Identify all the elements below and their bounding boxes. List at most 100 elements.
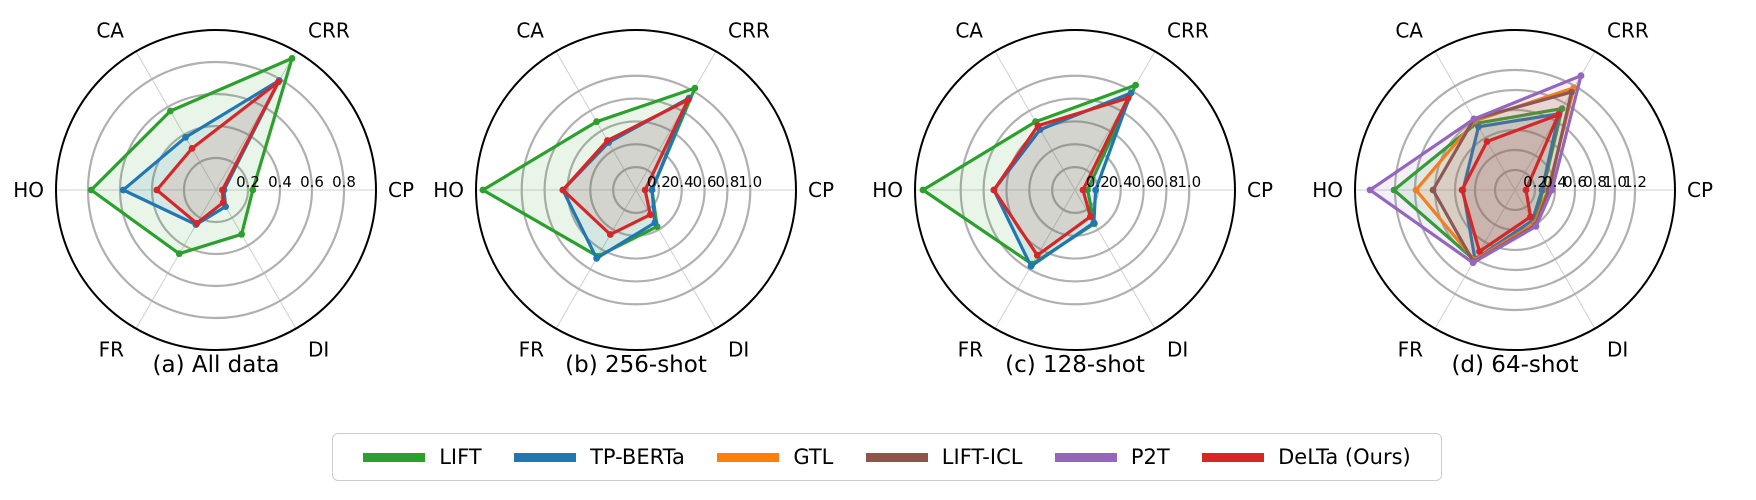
radial-tick-label: 1.2: [1623, 173, 1647, 191]
panel-caption: (a) All data: [153, 352, 280, 378]
category-label: DI: [1607, 337, 1628, 361]
spoke-line: [635, 51, 717, 191]
data-point: [604, 137, 611, 144]
data-point: [641, 186, 649, 194]
radar-panel: 0.2 0.4 0.6 0.8 CP CRR CA HO FR DI (a) All data: [13, 19, 414, 378]
series-fill: [1462, 114, 1559, 252]
legend-swatch-p2t: [1054, 452, 1117, 462]
grid-ring: [150, 124, 282, 256]
data-point: [1555, 111, 1562, 119]
data-point: [249, 186, 257, 194]
series-fill: [993, 98, 1129, 256]
spoke-line: [215, 189, 297, 329]
data-point: [593, 254, 600, 262]
category-label: CRR: [1607, 19, 1649, 43]
spoke-line: [215, 51, 297, 191]
legend-swatch-lift: [363, 452, 426, 462]
data-point: [1458, 186, 1466, 194]
data-point: [87, 186, 95, 194]
radial-tick-label: 1.0: [1603, 173, 1627, 191]
legend-item-p2t: P2T: [1054, 445, 1170, 469]
data-point: [1079, 186, 1087, 194]
data-point: [593, 118, 600, 126]
legend-label: P2T: [1130, 445, 1170, 469]
series-fill: [993, 93, 1131, 267]
data-point: [1577, 72, 1585, 80]
legend-swatch-lift-icl: [865, 452, 928, 462]
radial-tick-label: 0.8: [1583, 173, 1607, 191]
radial-tick-label: 0.2: [1086, 173, 1110, 191]
data-point: [1558, 105, 1566, 112]
radial-tick-label: 0.6: [1132, 173, 1156, 191]
legend-item-lift-icl: LIFT-ICL: [865, 445, 1023, 469]
category-label: CA: [955, 19, 983, 43]
series-fill: [123, 80, 280, 225]
data-point: [1527, 213, 1534, 221]
grid-ring: [182, 156, 250, 224]
panel-caption: (c) 128-shot: [1005, 352, 1145, 378]
radial-tick-label: 1.0: [1177, 173, 1201, 191]
series-fill: [482, 88, 695, 257]
data-point: [1390, 186, 1398, 194]
category-label: DI: [1167, 337, 1188, 361]
category-label: CA: [1395, 19, 1423, 43]
radial-tick-label: 1.0: [738, 173, 762, 191]
data-point: [1548, 186, 1556, 194]
data-point: [238, 230, 246, 238]
legend-item-gtl: GTL: [717, 445, 833, 469]
category-label: CP: [388, 178, 414, 202]
legend-swatch-gtl: [717, 452, 780, 462]
data-point: [1475, 123, 1482, 131]
data-point: [1124, 94, 1132, 102]
legend-swatch-tp-berta: [514, 452, 577, 462]
data-point: [1412, 186, 1420, 194]
legend-item-delta: DeLTa (Ours): [1202, 445, 1411, 469]
radial-tick-label: 0.8: [332, 173, 356, 191]
category-label: HO: [13, 178, 44, 202]
series-fill: [1463, 113, 1559, 260]
spoke-line: [994, 189, 1076, 329]
legend-label: LIFT-ICL: [941, 445, 1023, 469]
data-point: [648, 186, 656, 194]
radar-panel: 0.20.40.60.81.01.2 CP CRR CA HO FR DI (d) 64-sh…: [1312, 19, 1713, 378]
series-fill: [1416, 87, 1574, 261]
category-label: CA: [96, 19, 124, 43]
category-label: CRR: [1167, 19, 1209, 43]
data-point: [606, 231, 614, 238]
category-label: CRR: [728, 19, 770, 43]
data-point: [1366, 186, 1374, 194]
data-point: [684, 96, 692, 104]
category-label: DI: [728, 337, 749, 361]
legend-swatch-delta: [1202, 452, 1265, 462]
grid-ring: [543, 97, 729, 283]
category-label: HO: [433, 178, 464, 202]
data-point: [479, 186, 487, 194]
legend-item-lift: LIFT: [363, 445, 482, 469]
spoke-line: [1074, 51, 1156, 191]
legend-label: TP-BERTa: [590, 445, 685, 469]
panel-caption: (d) 64-shot: [1451, 352, 1578, 378]
data-point: [1532, 223, 1540, 230]
category-label: CA: [516, 19, 544, 43]
grid-ring: [612, 166, 660, 214]
grid-ring: [982, 97, 1168, 283]
outer-ring: [55, 29, 377, 351]
data-point: [1027, 262, 1035, 270]
category-label: HO: [872, 178, 903, 202]
data-point: [1033, 251, 1041, 259]
series-fill: [562, 99, 688, 235]
data-point: [1568, 88, 1575, 96]
data-point: [1470, 115, 1478, 123]
data-point: [559, 186, 567, 194]
series-fill: [156, 81, 279, 224]
radar-panel: 0.20.40.60.81.0 CP CRR CA HO FR DI (b) 256-shot: [433, 19, 834, 378]
series-fill: [91, 58, 292, 254]
grid-ring: [1493, 168, 1537, 212]
category-label: CP: [1687, 178, 1713, 202]
category-label: CRR: [308, 19, 350, 43]
category-label: CP: [1247, 178, 1273, 202]
data-point: [919, 186, 927, 194]
data-point: [646, 211, 654, 219]
data-point: [1034, 122, 1042, 130]
data-point: [119, 186, 127, 194]
